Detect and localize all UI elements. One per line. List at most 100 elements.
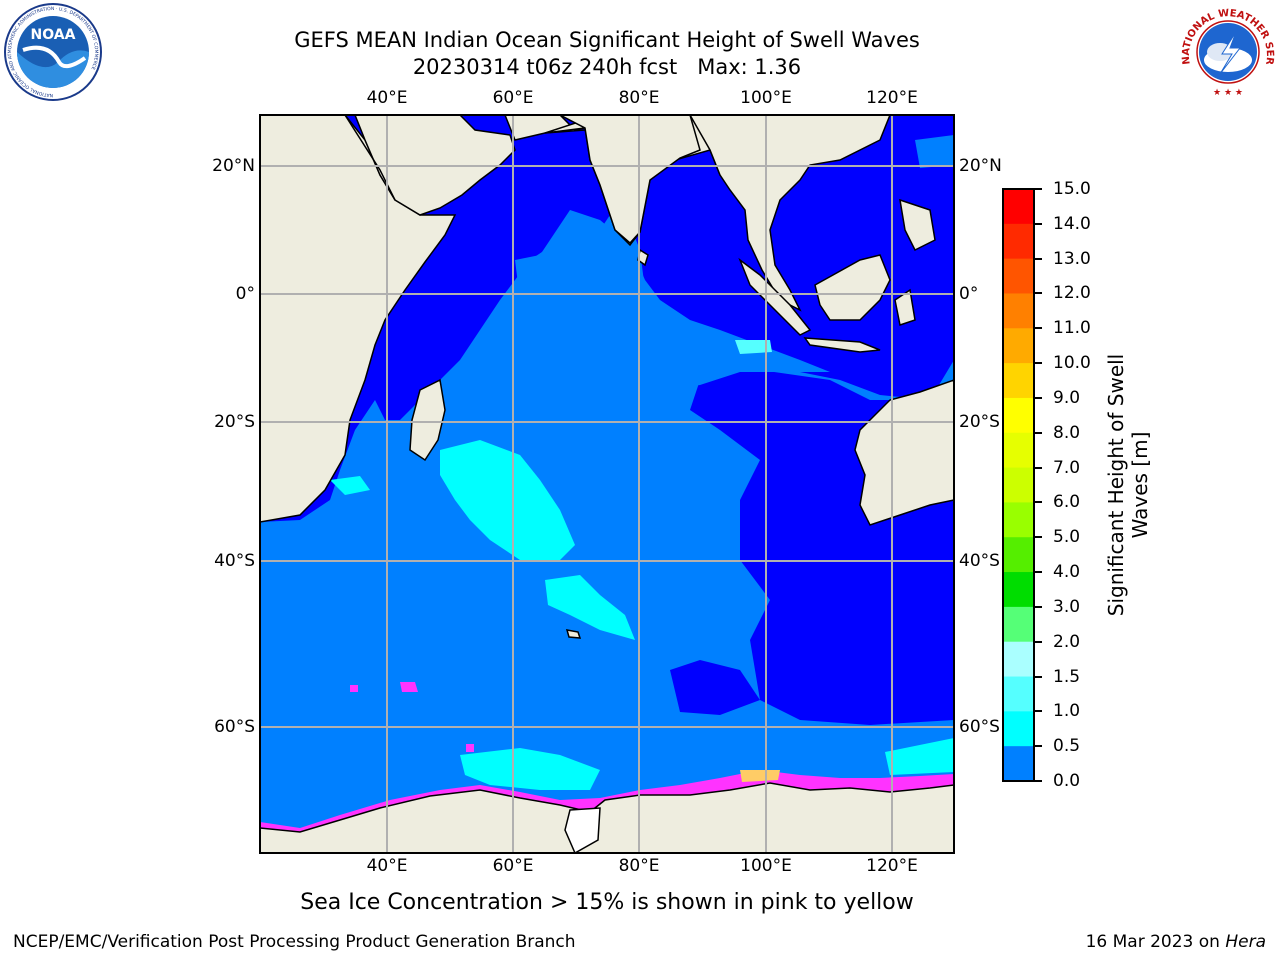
colorbar-frame <box>1002 188 1035 782</box>
lat-tick-left-2: 0° <box>235 284 255 304</box>
footer-host: Hera <box>1225 932 1266 952</box>
swell-patch-6 <box>885 738 954 775</box>
colorbar-tick <box>1034 222 1042 225</box>
footer-date-text: 16 Mar 2023 on <box>1085 932 1226 952</box>
colorbar-tick-label: 1.0 <box>1053 701 1081 722</box>
land-southeast-asia <box>689 115 891 312</box>
land-madagascar <box>409 378 446 462</box>
colorbar-tick <box>1034 396 1042 399</box>
colorbar-segment <box>1003 397 1034 434</box>
colorbar-tick <box>1034 466 1042 469</box>
lat-tick-right-5: 60°S <box>959 717 1000 737</box>
swell-patch-5 <box>460 748 600 790</box>
lon-tick-top-5: 120°E <box>866 88 918 108</box>
map-title-line1: GEFS MEAN Indian Ocean Significant Heigh… <box>294 28 920 52</box>
ice-speck-2 <box>400 682 418 692</box>
colorbar-tick-label: 12.0 <box>1053 283 1091 304</box>
land-borneo <box>814 254 891 321</box>
land-australia <box>854 379 954 526</box>
swell-patch-4 <box>735 340 772 354</box>
footer-date: 16 Mar 2023 on Hera <box>1086 932 1266 952</box>
swell-patch-3 <box>330 476 370 495</box>
lon-tick-bottom-4: 100°E <box>740 856 792 876</box>
graticule <box>260 115 954 853</box>
colorbar-tick <box>1034 780 1042 782</box>
colorbar-tick <box>1034 605 1042 608</box>
colorbar-tick-label: 10.0 <box>1053 353 1091 374</box>
colorbar-tick-label: 0.0 <box>1053 771 1081 791</box>
colorbar-tick-label: 15.0 <box>1053 179 1091 199</box>
colorbar-title-line1: Significant Height of Swell <box>1104 353 1128 617</box>
colorbar-segment <box>1003 328 1034 364</box>
colorbar-tick-label: 1.5 <box>1053 666 1081 687</box>
sea-ice-caption: Sea Ice Concentration > 15% is shown in … <box>300 890 914 915</box>
colorbar-segment <box>1003 537 1034 573</box>
colorbar-tick-label: 3.0 <box>1053 596 1081 617</box>
colorbar-tick <box>1034 571 1042 574</box>
sea-ice-high <box>740 770 780 782</box>
colorbar-segment <box>1003 641 1034 678</box>
lon-tick-bottom-2: 60°E <box>492 856 534 876</box>
colorbar-segment <box>1003 293 1034 329</box>
map-frame <box>259 114 955 854</box>
colorbar-segment <box>1003 223 1034 260</box>
nws-logo: NATIONAL WEATHER SERVICE ★ ★ ★ <box>1178 2 1276 100</box>
swell-patch-7 <box>915 135 954 168</box>
colorbar-tick <box>1034 745 1042 748</box>
colorbar-tick-label: 14.0 <box>1053 213 1091 234</box>
lon-tick-top-1: 40°E <box>366 88 408 108</box>
colorbar-tick-label: 8.0 <box>1053 422 1081 443</box>
colorbar-tick <box>1034 501 1042 504</box>
colorbar-tick-label: 11.0 <box>1053 318 1091 339</box>
colorbar-tick-label: 0.5 <box>1053 736 1081 757</box>
colorbar-segment <box>1003 467 1034 503</box>
colorbar-tick-label: 2.0 <box>1053 631 1081 652</box>
colorbar-tick-label: 9.0 <box>1053 387 1081 408</box>
lon-tick-bottom-3: 80°E <box>618 856 660 876</box>
colorbar <box>1002 188 1035 782</box>
land-india-peninsula <box>559 115 701 245</box>
lon-tick-bottom-5: 120°E <box>866 856 918 876</box>
colorbar-segment <box>1003 258 1034 294</box>
colorbar-segment <box>1003 746 1034 782</box>
noaa-logo-text: NOAA <box>31 27 76 43</box>
colorbar-tick <box>1034 675 1042 678</box>
colorbar-segment <box>1003 676 1034 712</box>
lat-tick-right-4: 40°S <box>959 551 1000 571</box>
land-masses <box>260 115 954 853</box>
lat-tick-right-3: 20°S <box>959 412 1000 432</box>
lon-tick-bottom-1: 40°E <box>366 856 408 876</box>
lat-tick-left-1: 20°N <box>212 156 255 176</box>
colorbar-tick <box>1034 640 1042 643</box>
map-title-line2: 20230314 t06z 240h fcst Max: 1.36 <box>412 55 802 79</box>
land-kerguelen <box>565 629 582 639</box>
colorbar-segment <box>1003 432 1034 469</box>
colorbar-segment <box>1003 572 1034 608</box>
colorbar-tick-label: 4.0 <box>1053 562 1081 583</box>
colorbar-tick <box>1034 536 1042 539</box>
colorbar-segment <box>1003 606 1034 643</box>
low-swell-patch <box>670 660 760 715</box>
lat-tick-left-3: 20°S <box>214 412 255 432</box>
colorbar-tick <box>1034 188 1042 190</box>
lat-tick-right-2: 0° <box>959 284 979 304</box>
swell-patch-2 <box>545 575 635 640</box>
colorbar-segment <box>1003 189 1034 225</box>
colorbar-tick-label: 7.0 <box>1053 457 1081 478</box>
colorbar-tick <box>1034 327 1042 330</box>
colorbar-tick <box>1034 362 1042 365</box>
land-antarctica <box>260 782 954 853</box>
lat-tick-right-1: 20°N <box>959 156 1002 176</box>
colorbar-tick-label: 13.0 <box>1053 248 1091 269</box>
svg-text:★ ★ ★: ★ ★ ★ <box>1213 88 1243 98</box>
land-java <box>803 337 881 353</box>
lon-tick-top-3: 80°E <box>618 88 660 108</box>
ice-speck-1 <box>350 685 358 692</box>
colorbar-tick <box>1034 257 1042 260</box>
colorbar-segment <box>1003 363 1034 399</box>
colorbar-title-line2: Waves [m] <box>1128 431 1152 539</box>
colorbar-segment <box>1003 502 1034 538</box>
noaa-logo: NOAA NATIONAL OCEANIC AND ATMOSPHERIC AD… <box>4 3 102 101</box>
colorbar-tick <box>1034 292 1042 295</box>
